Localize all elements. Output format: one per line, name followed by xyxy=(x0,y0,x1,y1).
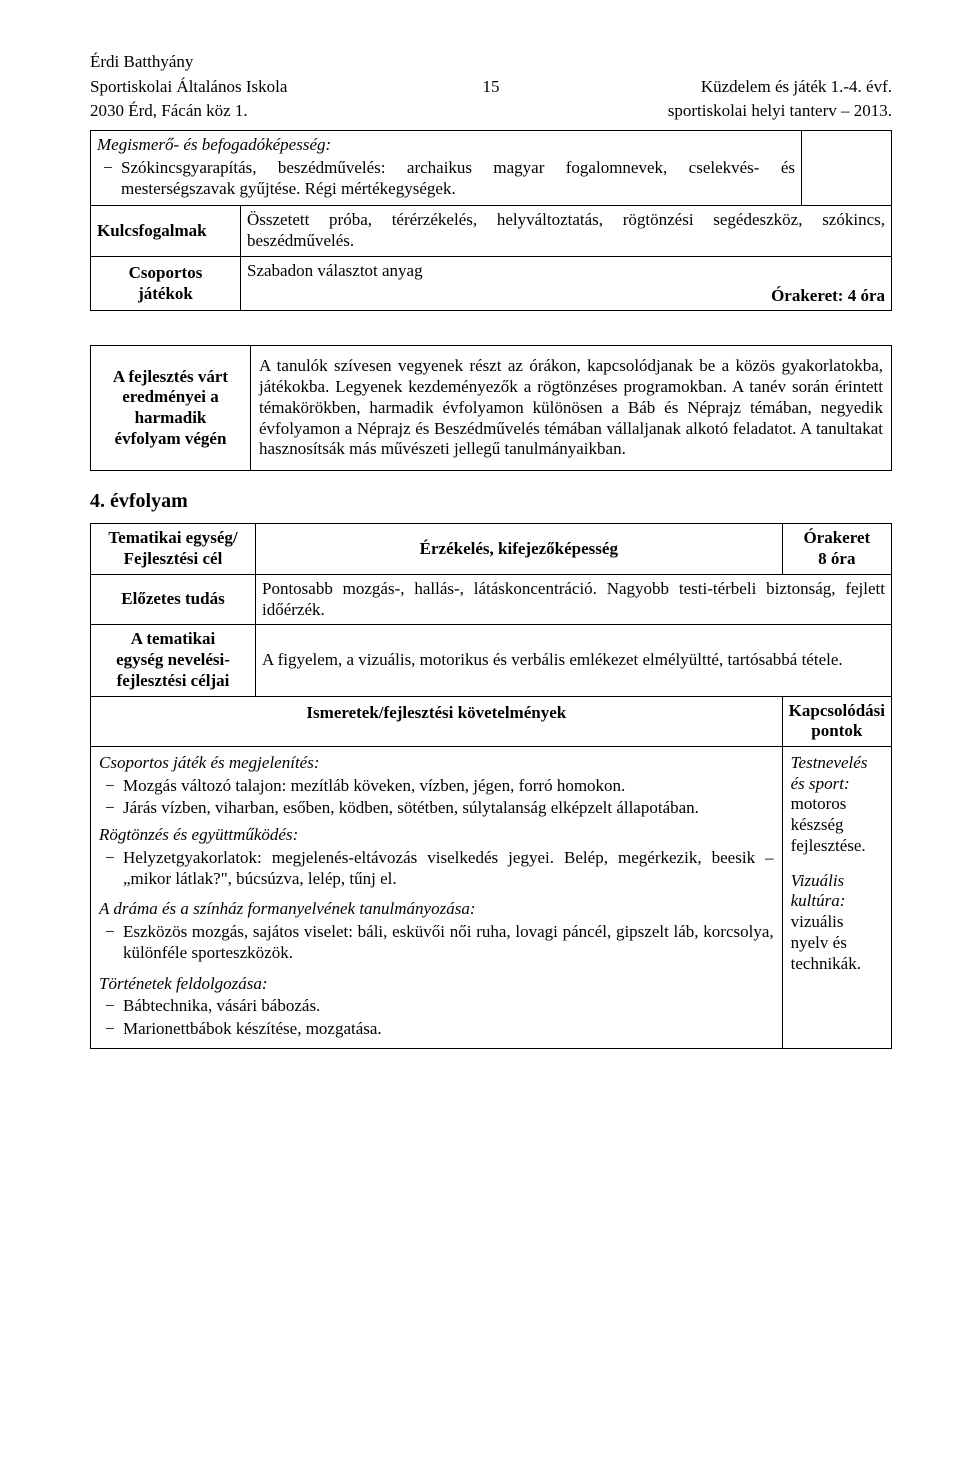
b3-r4-left: Ismeretek/fejlesztési követelmények xyxy=(91,696,783,746)
b3-r2-left: Előzetes tudás xyxy=(91,574,256,624)
header-left-3: 2030 Érd, Fácán köz 1. xyxy=(90,101,439,122)
b3-r1-center: Érzékelés, kifejezőképesség xyxy=(256,524,783,574)
b3-sec2-b1: Helyzetgyakorlatok: megjelenés-eltávozás… xyxy=(99,848,774,889)
block1-orakeret: Órakeret: 4 óra xyxy=(247,286,885,307)
block2-text: A tanulók szívesen vegyenek részt az órá… xyxy=(251,346,892,471)
b3-sec1-b2: Járás vízben, viharban, esőben, ködben, … xyxy=(99,798,774,819)
b3-sec1-b1: Mozgás változó talajon: mezítláb köveken… xyxy=(99,776,774,797)
block1-kulcs-label: Kulcsfogalmak xyxy=(91,206,241,256)
block1-szabadon: Szabadon választot anyag xyxy=(247,261,885,282)
b3-r3-left1: A tematikai xyxy=(97,629,249,650)
b3-sec4-b2: Marionettbábok készítése, mozgatása. xyxy=(99,1019,774,1040)
page-header: Érdi Batthyány Sportiskolai Általános Is… xyxy=(90,52,892,122)
b3-sec4-title: Történetek feldolgozása: xyxy=(99,974,774,995)
block1-title: Megismerő- és befogadóképesség: xyxy=(97,135,795,156)
b3-sec2-title: Rögtönzés és együttműködés: xyxy=(99,825,774,846)
block3-table: Tematikai egység/ Fejlesztési cél Érzéke… xyxy=(90,523,892,1048)
block1-empty-cell xyxy=(802,131,892,206)
b3-sec1-title: Csoportos játék és megjelenítés: xyxy=(99,753,774,774)
b3-sec3-title: A dráma és a színház formanyelvének tanu… xyxy=(99,899,774,920)
header-left-2: Sportiskolai Általános Iskola xyxy=(90,77,439,98)
b3-r1-right2: 8 óra xyxy=(789,549,885,570)
block2-left-4: évfolyam végén xyxy=(95,429,246,450)
block1-kulcs-text: Összetett próba, térérzékelés, helyválto… xyxy=(241,206,892,256)
b3-sec3-b1: Eszközös mozgás, sajátos viselet: báli, … xyxy=(99,922,774,963)
header-right-2: Küzdelem és játék 1.-4. évf. xyxy=(543,77,892,98)
grade-heading: 4. évfolyam xyxy=(90,489,892,513)
header-left-1: Érdi Batthyány xyxy=(90,52,439,73)
header-right-3: sportiskolai helyi tanterv – 2013. xyxy=(543,101,892,122)
block2-left-2: eredményei a xyxy=(95,387,246,408)
block1-csoportos-1: Csoportos xyxy=(97,263,234,284)
b3-r1-left2: Fejlesztési cél xyxy=(97,549,249,570)
b3-r3-left3: fejlesztési céljai xyxy=(97,671,249,692)
b3-r3-left2: egység nevelési- xyxy=(97,650,249,671)
header-page-number: 15 xyxy=(439,77,544,98)
block1-csoportos-2: játékok xyxy=(97,284,234,305)
b3-r1-right1: Órakeret xyxy=(789,528,885,549)
b3-right2b: vizuális nyelv és technikák. xyxy=(791,912,883,974)
block1-bullet: Szókincsgyarapítás, beszédművelés: archa… xyxy=(97,158,795,199)
block1-table: Megismerő- és befogadóképesség: Szókincs… xyxy=(90,130,892,311)
b3-sec4-b1: Bábtechnika, vásári bábozás. xyxy=(99,996,774,1017)
b3-right1a: Testnevelés és sport: xyxy=(791,753,868,793)
block2-table: A fejlesztés várt eredményei a harmadik … xyxy=(90,345,892,471)
block2-left-3: harmadik xyxy=(95,408,246,429)
b3-r2-text: Pontosabb mozgás-, hallás-, látáskoncent… xyxy=(256,574,892,624)
b3-r1-left1: Tematikai egység/ xyxy=(97,528,249,549)
b3-r4-right: Kapcsolódási pontok xyxy=(782,696,891,746)
block2-left-1: A fejlesztés várt xyxy=(95,367,246,388)
b3-r3-text: A figyelem, a vizuális, motorikus és ver… xyxy=(256,625,892,696)
b3-right2a: Vizuális kultúra: xyxy=(791,871,846,911)
b3-right1b: motoros készség fejlesztése. xyxy=(791,794,883,856)
